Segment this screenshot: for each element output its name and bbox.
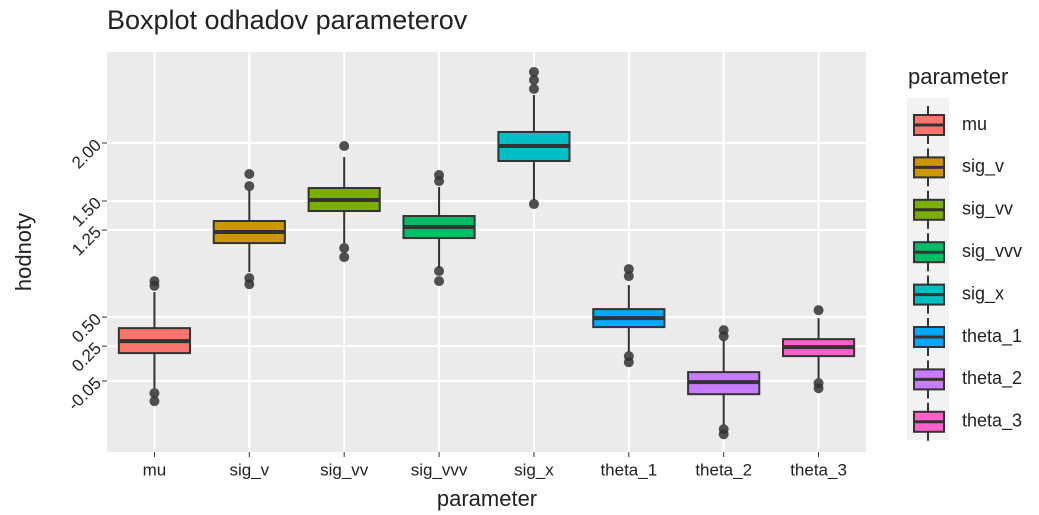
y-axis-title: hodnoty (11, 213, 36, 291)
outlier (339, 141, 350, 152)
y-tick-label: 0.25 (68, 339, 105, 376)
x-tick-label: sig_x (514, 460, 554, 479)
outlier (244, 168, 255, 179)
x-tick-label: theta_3 (790, 460, 847, 479)
outlier (718, 331, 729, 342)
outlier (244, 279, 255, 290)
outlier (623, 357, 634, 368)
chart-title: Boxplot odhadov parameterov (107, 5, 468, 35)
y-tick-label: 2.00 (68, 136, 105, 173)
legend-label: sig_v (962, 156, 1004, 177)
x-tick-label: sig_v (229, 460, 269, 479)
outlier (528, 66, 539, 77)
x-tick-label: theta_1 (600, 460, 657, 479)
legend-label: theta_1 (962, 326, 1022, 347)
outlier (528, 74, 539, 85)
legend-label: sig_vv (962, 199, 1013, 220)
x-tick-label: theta_2 (695, 460, 752, 479)
outlier (149, 280, 160, 291)
x-tick-label: mu (143, 460, 167, 479)
outlier (434, 266, 445, 277)
x-axis-title: parameter (437, 486, 537, 511)
legend-label: mu (962, 114, 987, 134)
y-tick-label: -0.05 (64, 374, 105, 415)
outlier (813, 383, 824, 394)
outlier (149, 396, 160, 407)
legend-label: theta_3 (962, 411, 1022, 432)
x-tick-label: sig_vv (320, 460, 369, 479)
legend-title: parameter (908, 64, 1008, 89)
outlier (528, 199, 539, 210)
outlier (528, 83, 539, 94)
legend-label: theta_2 (962, 368, 1022, 389)
outlier (623, 264, 634, 275)
y-tick-label: 1.50 (68, 194, 105, 231)
y-tick-label: 0.50 (68, 310, 105, 347)
outlier (339, 252, 350, 263)
outlier (718, 429, 729, 440)
outlier (813, 305, 824, 316)
x-tick-label: sig_vvv (411, 460, 468, 479)
outlier (149, 388, 160, 399)
outlier (339, 243, 350, 254)
outlier (623, 271, 634, 282)
legend-label: sig_vvv (962, 241, 1022, 262)
outlier (434, 276, 445, 287)
y-tick-label: 1.25 (68, 223, 105, 260)
outlier (244, 181, 255, 192)
outlier (434, 176, 445, 187)
legend-label: sig_x (962, 283, 1004, 304)
